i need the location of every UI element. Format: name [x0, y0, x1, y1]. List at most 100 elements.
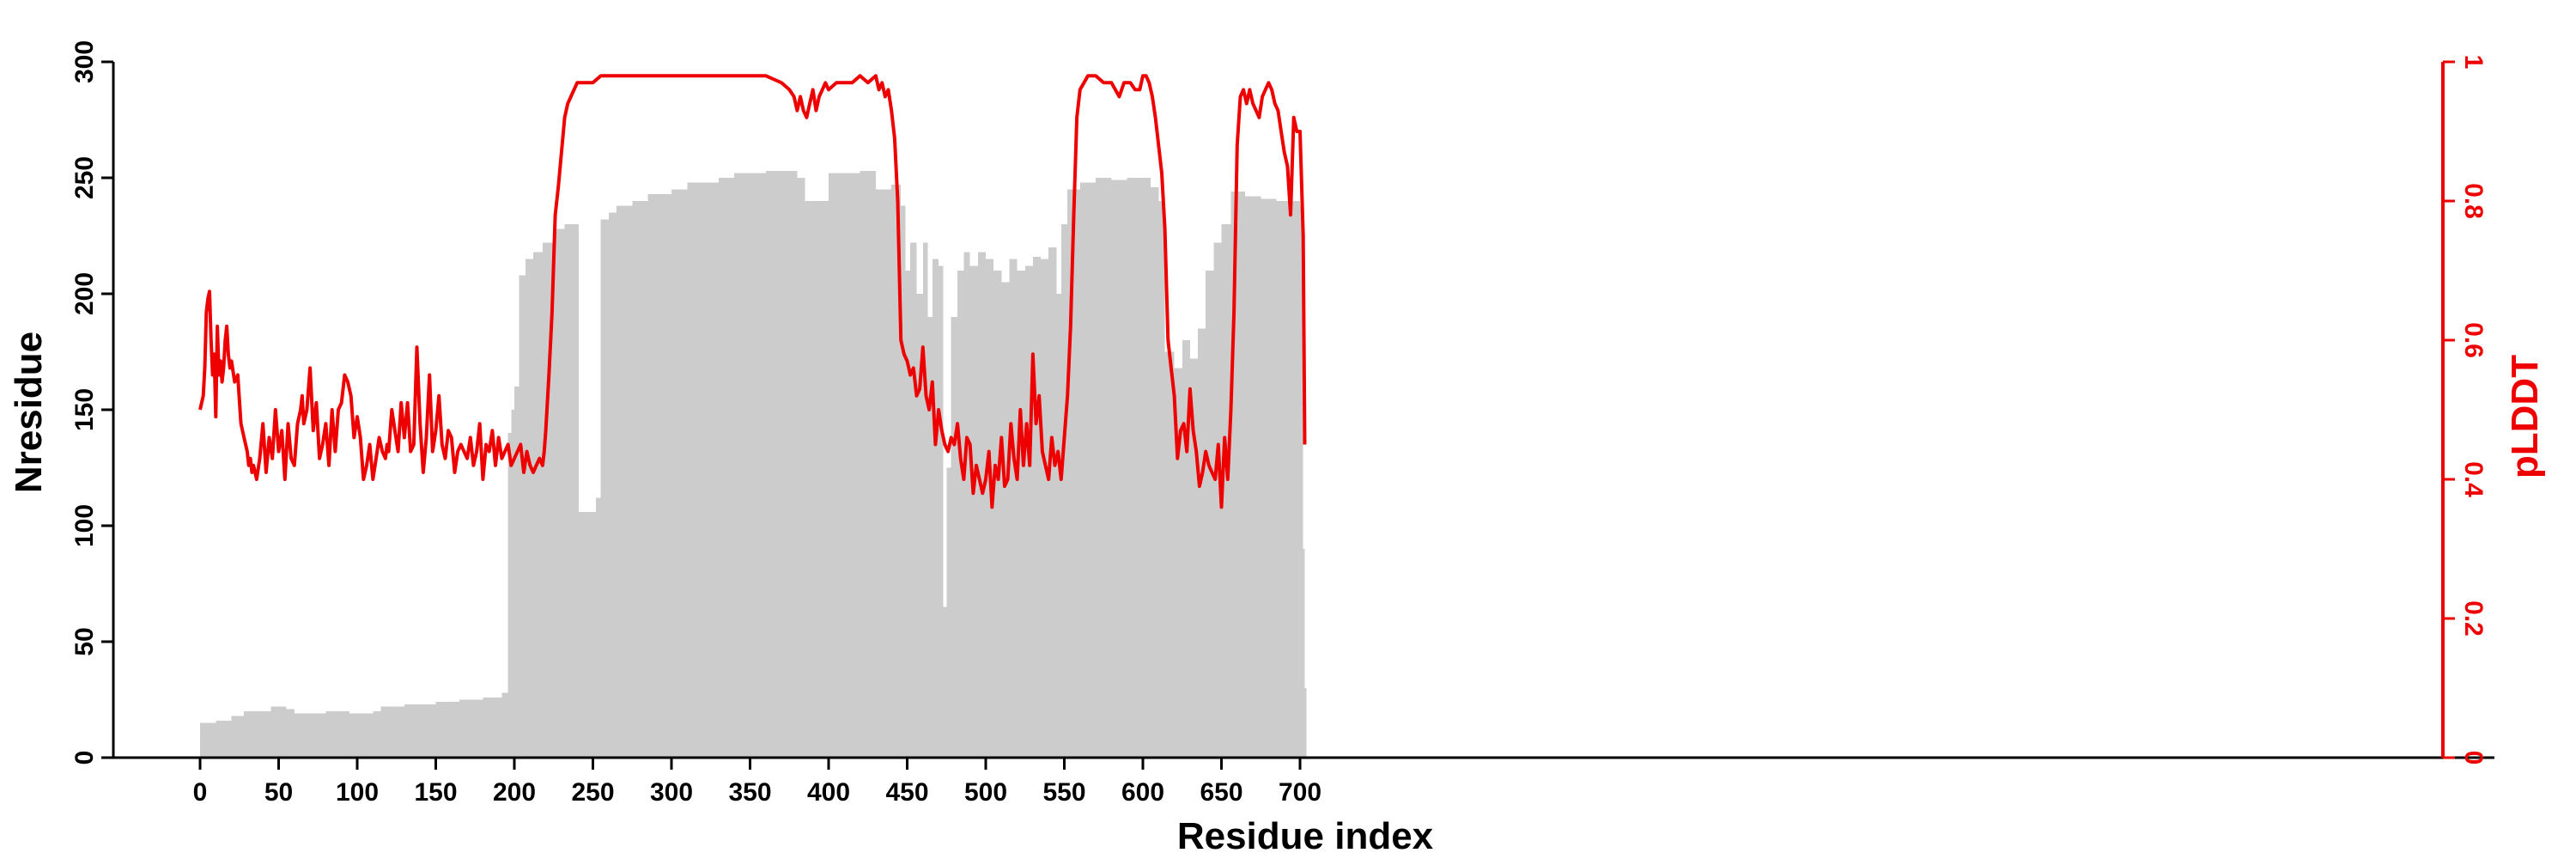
nresidue-bar	[608, 212, 617, 758]
nresidue-bar	[1182, 340, 1190, 758]
nresidue-bar	[946, 467, 951, 758]
nresidue-bar	[1143, 178, 1151, 758]
nresidue-bar	[1127, 178, 1143, 758]
y-left-axis-title: Nresidue	[8, 332, 50, 493]
nresidue-bar	[501, 692, 508, 758]
nresidue-bar	[1024, 265, 1033, 758]
x-tick-label: 500	[964, 778, 1007, 807]
x-tick-label: 0	[193, 778, 208, 807]
nresidue-bar	[1300, 205, 1303, 758]
nresidue-bar	[1048, 247, 1057, 758]
nresidue-bar	[1111, 180, 1127, 758]
nresidue-bar	[1079, 182, 1097, 758]
x-tick-label: 300	[650, 778, 693, 807]
nresidue-bar	[1303, 549, 1305, 758]
x-tick-label: 550	[1042, 778, 1085, 807]
nresidue-bar	[1304, 688, 1307, 758]
nresidue-bar	[1151, 186, 1159, 758]
nresidue-bar	[519, 275, 526, 758]
nresidue-bar	[963, 252, 970, 758]
nresidue-bar	[687, 182, 719, 758]
x-tick-label: 700	[1279, 778, 1321, 807]
nresidue-bar	[542, 242, 554, 758]
x-tick-label: 150	[414, 778, 457, 807]
nresidue-bar	[939, 265, 944, 758]
x-tick-label: 200	[493, 778, 536, 807]
y-left-tick-label: 250	[70, 156, 99, 199]
nresidue-bar	[977, 252, 986, 758]
nresidue-bar	[1221, 224, 1231, 758]
nresidue-bar	[200, 722, 216, 758]
nresidue-bar	[1041, 259, 1049, 758]
x-tick-label: 250	[571, 778, 614, 807]
y-right-tick-label: 0	[2459, 751, 2488, 765]
nresidue-bar	[435, 702, 459, 758]
nresidue-bar	[734, 173, 766, 758]
nresidue-bar	[891, 185, 902, 758]
nresidue-bar	[1174, 368, 1182, 758]
x-tick-label: 100	[336, 778, 379, 807]
x-axis-title: Residue index	[1177, 815, 1434, 857]
y-left-tick-label: 100	[70, 504, 99, 547]
nresidue-bar	[483, 697, 502, 758]
nresidue-bar	[1164, 351, 1175, 758]
nresidue-bar	[1032, 256, 1042, 758]
nresidue-bar	[564, 224, 580, 758]
x-tick-label: 350	[728, 778, 771, 807]
nresidue-bar	[943, 606, 947, 758]
nresidue-bar	[459, 699, 483, 758]
nresidue-bar	[718, 178, 735, 758]
nresidue-bar	[671, 189, 688, 758]
nresidue-bar	[1189, 358, 1199, 758]
axes: 0 50 100 150 200 250 300 350 400 450 500 550 600 650 7…	[70, 40, 2494, 807]
x-tick-label: 50	[264, 778, 293, 807]
nresidue-bar	[525, 259, 533, 758]
y-right-tick-label: 1	[2459, 55, 2488, 70]
nresidue-bars	[200, 170, 1307, 758]
x-tick-label: 400	[807, 778, 850, 807]
nresidue-bar	[244, 711, 271, 758]
x-tick-label: 650	[1200, 778, 1242, 807]
nresidue-bar	[404, 704, 436, 758]
nresidue-bar	[380, 706, 404, 758]
nresidue-bar	[579, 511, 597, 758]
nresidue-bar	[993, 271, 1002, 758]
nresidue-bar	[216, 720, 232, 758]
y-left-tick-label: 300	[70, 40, 99, 83]
y-right-tick-label: 0.8	[2459, 183, 2488, 219]
nresidue-bar	[910, 242, 917, 758]
nresidue-bar	[1060, 224, 1068, 758]
nresidue-bar	[927, 317, 933, 758]
nresidue-bar	[860, 170, 876, 758]
nresidue-bar	[765, 170, 798, 758]
y-right-tick-label: 0.6	[2459, 322, 2488, 358]
nresidue-bar	[1276, 201, 1292, 758]
nresidue-bar	[1096, 178, 1112, 758]
y-left-tick-label: 0	[70, 751, 99, 765]
plddt-line	[198, 74, 1307, 509]
nresidue-bar	[957, 271, 964, 758]
y-right-tick-label: 0.4	[2459, 461, 2488, 497]
nresidue-bar	[294, 713, 326, 758]
x-tick-label: 600	[1121, 778, 1164, 807]
nresidue-bar	[905, 271, 911, 758]
nresidue-bar	[270, 706, 287, 758]
nresidue-bar	[349, 713, 374, 758]
nresidue-bar	[1291, 201, 1300, 758]
nresidue-bar	[507, 433, 512, 758]
nresidue-bar	[600, 219, 609, 758]
nresidue-bar	[1056, 294, 1061, 758]
nresidue-bar	[951, 317, 958, 758]
nresidue-bar	[325, 711, 349, 758]
nresidue-bar	[797, 178, 805, 758]
y-right-axis-title: pLDDT	[2504, 355, 2546, 478]
y-right-tick-label: 0.2	[2459, 600, 2488, 637]
nresidue-bar	[1206, 271, 1214, 758]
x-tick-label: 450	[885, 778, 928, 807]
nresidue-bar	[632, 201, 648, 758]
nresidue-bar	[829, 173, 860, 758]
nresidue-bar	[1244, 196, 1261, 758]
plddt-series	[198, 74, 1307, 509]
nresidue-bar	[875, 189, 892, 758]
